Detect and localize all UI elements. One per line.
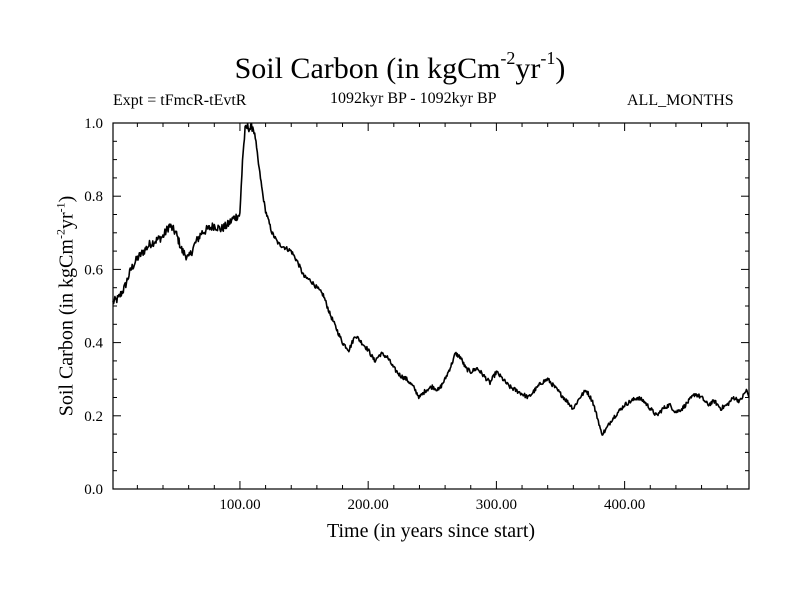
tick-labels: 0.0 0.2 0.4 0.6 0.8 1.0 100.00 200.00 300.00 400.… [84,116,645,513]
months-label: ALL_MONTHS [627,92,734,109]
y-tick-label: 0.8 [84,189,103,205]
y-tick-label: 0.6 [84,262,103,278]
series-layer [112,122,750,436]
x-tick-label: 100.00 [219,497,260,513]
period-label: 1092kyr BP - 1092kyr BP [330,90,497,107]
chart-title: Soil Carbon (in kgCm-2yr-1) [234,48,566,85]
x-tick-label: 300.00 [476,497,517,513]
axis-ticks [113,122,749,490]
x-tick-label: 200.00 [348,497,389,513]
y-tick-label: 0.4 [84,336,103,352]
series-line-soil-carbon [112,122,750,436]
y-axis-label: Soil Carbon (in kgCm-2yr-1) [53,195,78,417]
y-tick-label: 0.0 [84,482,103,498]
y-tick-label: 1.0 [84,116,103,132]
experiment-label: Expt = tFmcR-tEvtR [113,92,247,109]
x-tick-label: 400.00 [604,497,645,513]
x-axis-label: Time (in years since start) [326,520,536,542]
plot-frame [112,122,750,490]
y-tick-label: 0.2 [84,409,103,425]
